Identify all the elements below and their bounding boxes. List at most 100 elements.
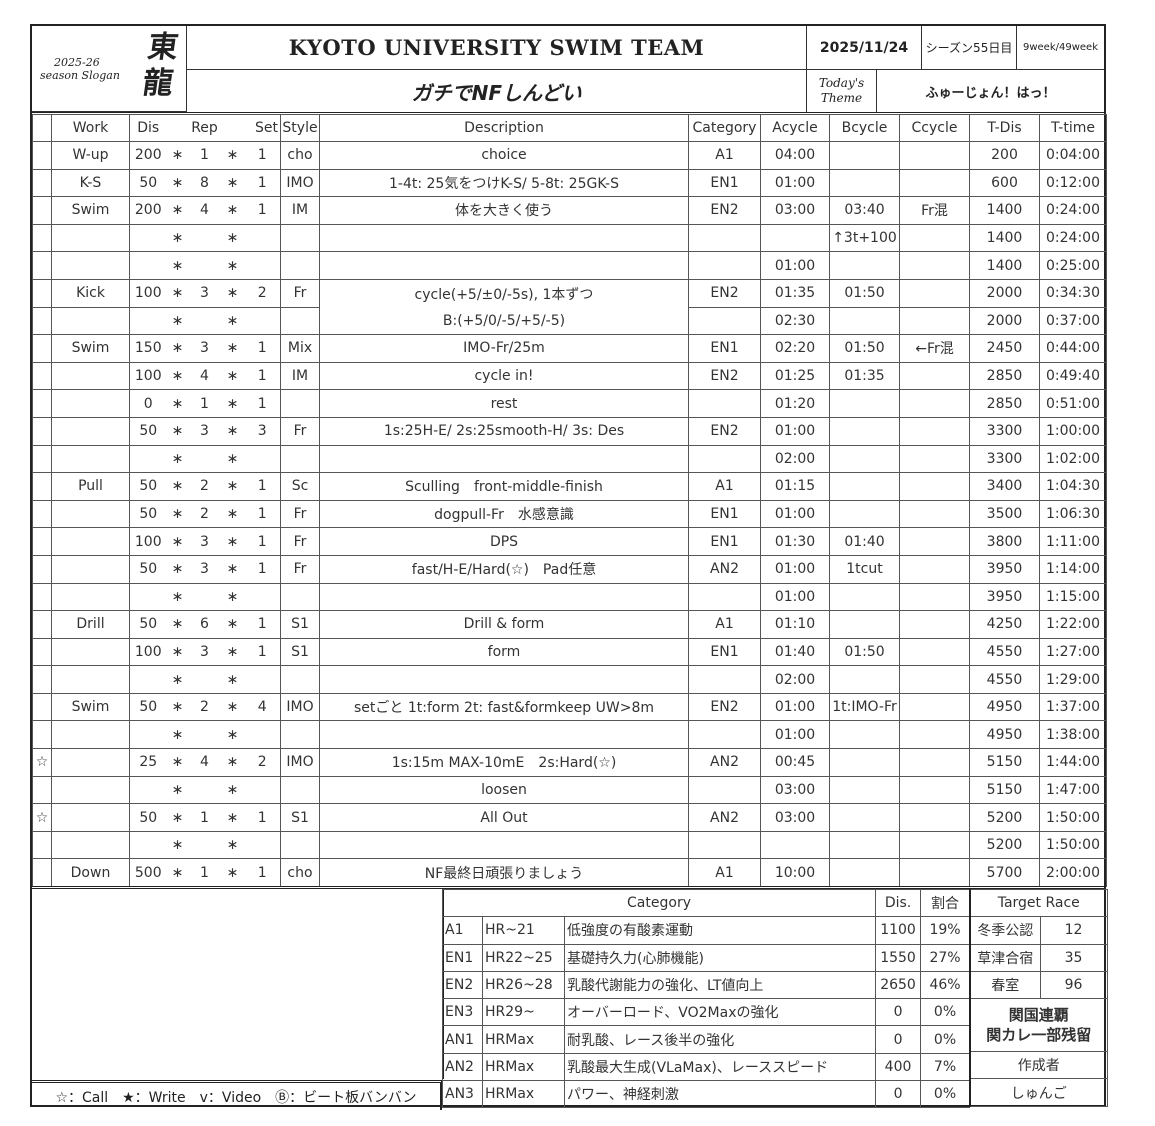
rep-cell [188, 775, 221, 805]
multiply-icon: ∗ [166, 361, 189, 391]
dis-header: Dis. [875, 888, 922, 918]
dis-cell: 50 [129, 499, 167, 529]
description-cell: 1-4t: 25気をつけK-S/ 5-8t: 25GK-S [319, 168, 689, 198]
multiply-icon: ∗ [220, 334, 245, 363]
multiply-icon: ∗ [220, 444, 245, 474]
style-cell [280, 389, 320, 418]
total-distance-cell: 2450 [969, 334, 1040, 363]
description-cell [319, 444, 689, 474]
multiply-icon: ∗ [220, 472, 245, 501]
acycle-cell [760, 223, 830, 253]
days-until-race: 35 [1039, 943, 1108, 972]
summary-section: ☆：Call ★：Write v：Video Ⓑ：ビート板バンバン Catego… [32, 886, 1108, 1112]
work-cell [51, 444, 130, 474]
multiply-icon: ∗ [220, 610, 245, 639]
category-cell: EN2 [688, 196, 761, 225]
set-cell: 1 [244, 499, 281, 529]
description-cell: 1s:15m MAX-10mE 2s:Hard(☆) [319, 748, 689, 777]
category-table: Category Dis. 割合 A1 HR~21 低強度の有酸素運動 1100 19% EN1… [441, 888, 971, 1109]
set-cell [244, 720, 281, 750]
dis-cell: 200 [129, 141, 167, 170]
multiply-icon: ∗ [220, 554, 245, 584]
memo-area [32, 889, 444, 1079]
total-time-cell: 1:50:00 [1039, 803, 1107, 832]
category-cell: A1 [688, 472, 761, 501]
mark-header [32, 114, 52, 142]
work-cell [51, 416, 130, 446]
multiply-icon: ∗ [166, 334, 189, 363]
style-cell: cho [280, 141, 320, 170]
workout-row: W-up 200 ∗ 1 ∗ 1 cho choice A1 04:00 200 0:04:00 [32, 141, 1107, 170]
star-mark [32, 196, 52, 225]
total-distance-cell: 5150 [969, 748, 1040, 777]
author-label-row: 作成者 [969, 1051, 1108, 1080]
heart-rate-range: HR~21 [482, 916, 565, 945]
dis-cell: 50 [129, 416, 167, 446]
multiply-icon: ∗ [220, 775, 245, 805]
style-cell [280, 830, 320, 860]
bcycle-cell: 1t:IMO-Fr [829, 692, 900, 722]
total-time-cell: 1:22:00 [1039, 610, 1107, 639]
ccycle-cell [899, 858, 970, 888]
work-cell [51, 830, 130, 860]
total-time-cell: 1:37:00 [1039, 692, 1107, 722]
star-mark: ☆ [32, 803, 52, 832]
ccycle-cell: Fr混 [899, 196, 970, 225]
multiply-icon: ∗ [220, 803, 245, 832]
acycle-cell: 02:00 [760, 444, 830, 474]
star-mark [32, 278, 52, 308]
category-ratio: 27% [920, 943, 971, 972]
workout-row: ∗ ∗ 5200 1:50:00 [32, 830, 1107, 860]
description-cell [319, 251, 689, 280]
multiply-icon: ∗ [220, 223, 245, 253]
theme-subtitle: ふゅーじょん！はっ！ [925, 85, 1056, 101]
category-description: 乳酸最大生成(VLaMax)、レーススピード [563, 1052, 877, 1082]
category-cell: A1 [688, 858, 761, 888]
acycle-cell: 03:00 [760, 196, 830, 225]
multiply-icon: ∗ [166, 748, 189, 777]
total-time-cell: 2:00:00 [1039, 858, 1107, 888]
ccycle-cell [899, 472, 970, 501]
multiply-icon: ∗ [166, 610, 189, 639]
category-distance: 1100 [875, 916, 922, 945]
multiply-icon: ∗ [220, 830, 245, 860]
multiply-icon: ∗ [166, 637, 189, 667]
acycle-cell: 03:00 [760, 803, 830, 832]
star-mark [32, 223, 52, 253]
acycle-cell: 01:25 [760, 361, 830, 391]
total-time-cell: 1:02:00 [1039, 444, 1107, 474]
ccycle-cell [899, 665, 970, 694]
multiply-icon: ∗ [220, 416, 245, 446]
dis-cell: 500 [129, 858, 167, 888]
workout-row: 50 ∗ 3 ∗ 1 Fr fast/H-E/Hard(☆) Pad任意 AN2 01:00 1t… [32, 554, 1107, 584]
category-header-row: Category Dis. 割合 [441, 888, 971, 918]
star-mark [32, 720, 52, 750]
work-cell [51, 527, 130, 556]
work-cell [51, 223, 130, 253]
set-cell: 1 [244, 803, 281, 832]
heart-rate-range: HR29~ [482, 998, 565, 1027]
ccycle-cell [899, 251, 970, 280]
workout-row: ∗ ∗ 01:00 3950 1:15:00 [32, 582, 1107, 612]
style-cell: Mix [280, 334, 320, 363]
column-header-row: Work Dis Rep Set Style Description Category Acy… [32, 114, 1107, 142]
rep-cell: 4 [188, 361, 221, 391]
work-cell: Drill [51, 610, 130, 639]
total-time-cell: 1:47:00 [1039, 775, 1107, 805]
total-distance-cell: 2850 [969, 361, 1040, 391]
work-cell: Swim [51, 196, 130, 225]
acycle-cell: 01:00 [760, 692, 830, 722]
bcycle-cell: 01:50 [829, 278, 900, 308]
multiply-icon: ∗ [220, 748, 245, 777]
total-distance-cell: 3400 [969, 472, 1040, 501]
column-category: Category [688, 114, 761, 142]
workout-row: K-S 50 ∗ 8 ∗ 1 IMO 1-4t: 25気をつけK-S/ 5-8t: 25GK-… [32, 168, 1107, 198]
bcycle-cell: ↑3t+100 [829, 223, 900, 253]
total-distance-cell: 3300 [969, 444, 1040, 474]
dis-cell: 100 [129, 637, 167, 667]
bcycle-cell [829, 775, 900, 805]
race-name: 春室 [969, 970, 1041, 1000]
category-code: EN2 [442, 970, 483, 1000]
rep-cell: 4 [188, 748, 221, 777]
category-cell: AN2 [688, 748, 761, 777]
